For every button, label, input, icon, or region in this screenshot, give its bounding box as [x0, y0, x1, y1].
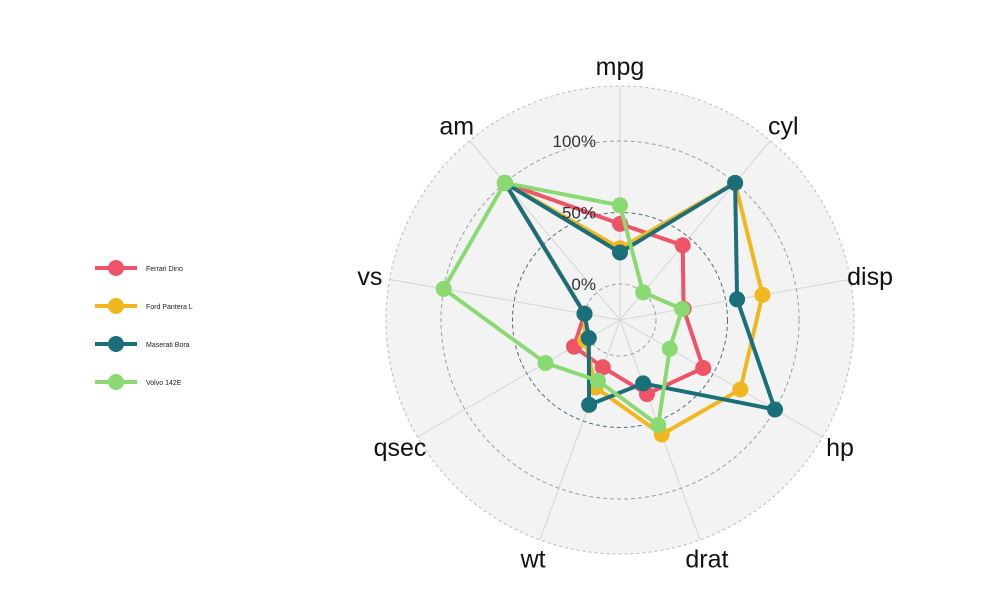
axis-label-mpg: mpg	[596, 53, 645, 81]
outer-ring	[385, 85, 855, 555]
data-point-3-wt	[589, 372, 606, 389]
data-point-2-vs	[576, 305, 593, 322]
legend-marker-2	[108, 336, 124, 352]
axis-labels: mpg cyl disp hp drat wt qsec vs am	[357, 53, 893, 574]
spoke-am	[469, 140, 621, 321]
data-point-1-hp	[732, 381, 749, 398]
axis-label-hp: hp	[826, 434, 854, 462]
data-point-0-hp	[695, 360, 712, 376]
series-line-3	[441, 180, 685, 427]
data-point-3-am	[496, 174, 513, 191]
axis-label-disp: disp	[847, 263, 893, 291]
tick-label-0: 0%	[571, 275, 596, 294]
legend-item-2: Maserati Bora	[95, 336, 190, 352]
spoke-hp	[619, 319, 823, 438]
data-point-3-vs	[435, 280, 452, 297]
legend-label-2: Maserati Bora	[146, 342, 190, 349]
legend-item-1: Ford Pantera L	[95, 298, 193, 314]
legend-marker-3	[108, 374, 124, 390]
data-point-2-mpg	[612, 244, 628, 261]
data-point-3-drat	[650, 417, 667, 433]
data-point-3-qsec	[537, 355, 554, 371]
data-point-2-cyl	[727, 174, 744, 191]
data-point-2-qsec	[580, 330, 597, 346]
data-point-2-disp	[729, 291, 746, 308]
ring-100	[440, 140, 800, 500]
tick-label-100: 100%	[553, 132, 596, 151]
legend-label-3: Volvo 142E	[146, 380, 182, 387]
legend-item-3: Volvo 142E	[95, 374, 182, 390]
data-point-2-wt	[581, 396, 598, 413]
data-point-3-cyl	[635, 284, 652, 301]
axis-label-cyl: cyl	[768, 112, 799, 140]
spoke-wt	[539, 319, 621, 541]
legend-item-0: Ferrari Dino	[95, 260, 183, 276]
data-point-2-drat	[635, 375, 652, 392]
tick-labels: 0% 50% 100%	[553, 132, 596, 294]
data-point-2-hp	[767, 401, 783, 418]
legend: Ferrari Dino Ford Pantera L Maserati Bora V…	[95, 260, 193, 390]
axis-label-am: am	[439, 112, 474, 140]
series-3	[435, 174, 691, 433]
axis-label-wt: wt	[520, 546, 546, 574]
data-point-0-cyl	[674, 237, 691, 254]
axis-label-drat: drat	[685, 546, 728, 574]
legend-marker-1	[108, 298, 124, 314]
data-point-0-wt	[594, 359, 611, 376]
data-point-3-mpg	[612, 197, 628, 214]
legend-marker-0	[108, 260, 124, 276]
data-point-3-disp	[674, 301, 691, 317]
axis-label-qsec: qsec	[374, 434, 427, 462]
legend-label-0: Ferrari Dino	[146, 266, 183, 273]
data-point-1-disp	[754, 286, 771, 303]
tick-label-50: 50%	[562, 204, 596, 223]
data-point-3-hp	[661, 340, 678, 357]
legend-label-1: Ford Pantera L	[146, 304, 193, 311]
axis-label-vs: vs	[357, 263, 382, 291]
series-layer	[435, 174, 783, 443]
